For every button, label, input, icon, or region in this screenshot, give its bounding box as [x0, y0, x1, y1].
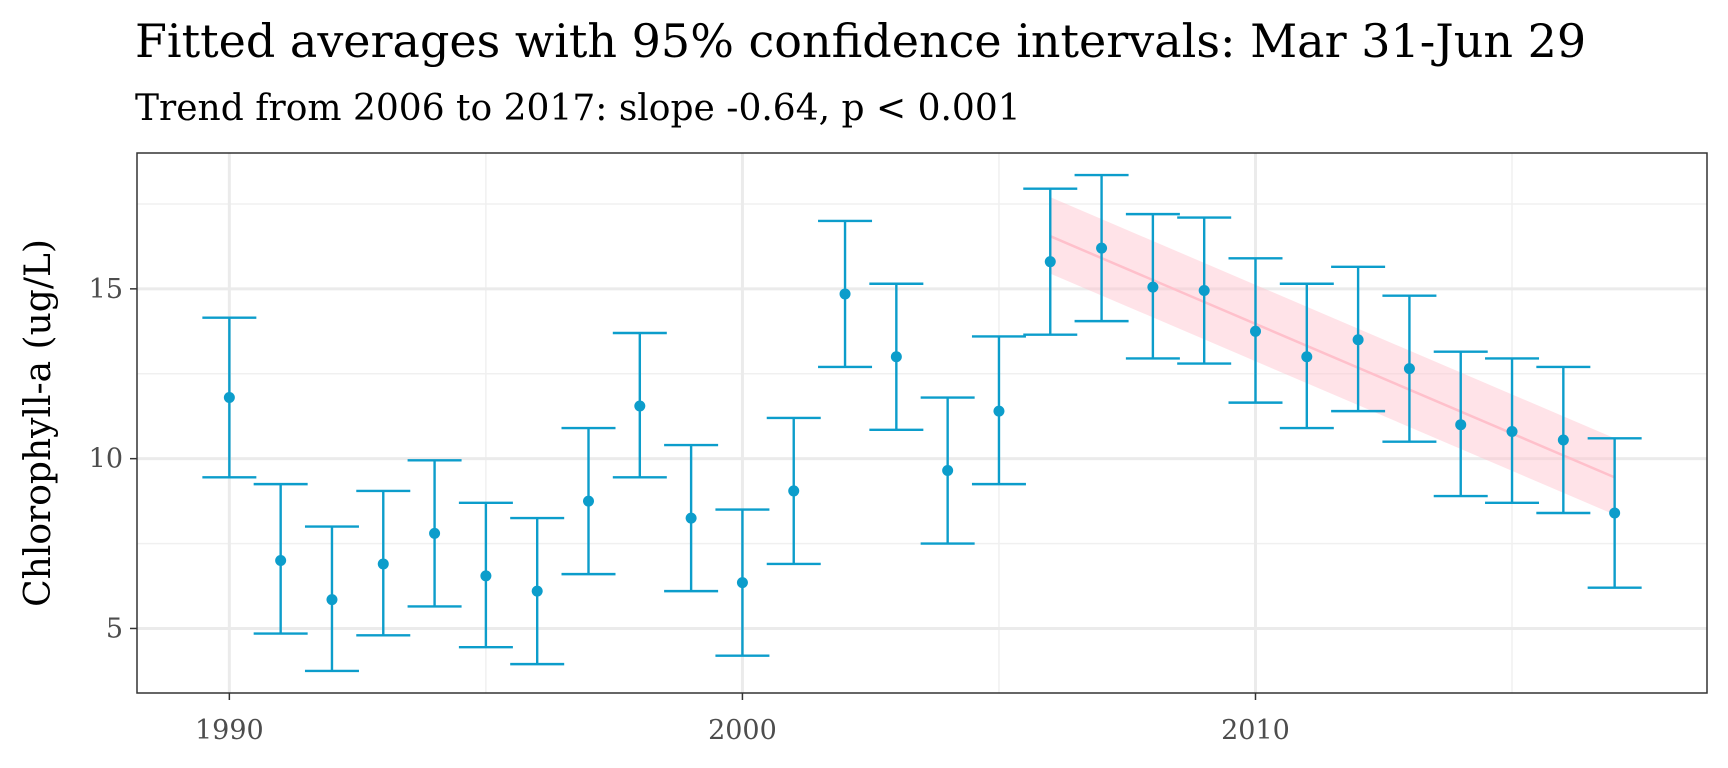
data-point — [326, 594, 338, 606]
data-point — [275, 555, 287, 567]
grid-lines — [137, 153, 1707, 693]
data-point — [1147, 281, 1159, 293]
data-point — [377, 558, 389, 570]
data-point — [1455, 419, 1467, 431]
data-point — [1044, 256, 1056, 268]
data-point — [736, 577, 748, 589]
data-point — [839, 288, 851, 300]
x-axis: 1990 2000 2010 — [195, 693, 1290, 746]
data-point — [583, 495, 595, 507]
y-tick-label: 10 — [89, 444, 123, 475]
plot-background — [137, 153, 1707, 693]
chart-title: Fitted averages with 95% confidence inte… — [135, 14, 1586, 68]
data-point — [480, 570, 492, 582]
x-tick-label: 1990 — [195, 715, 264, 746]
data-point — [634, 400, 646, 412]
data-point — [890, 351, 902, 363]
y-axis-label: Chlorophyll-a (ug/L) — [18, 239, 59, 607]
data-point — [1301, 351, 1313, 363]
data-point — [1198, 285, 1210, 297]
data-point — [788, 485, 800, 497]
data-point — [1352, 334, 1364, 346]
data-point — [942, 465, 954, 477]
data-point — [531, 585, 543, 597]
data-points — [223, 242, 1621, 606]
data-point — [685, 512, 697, 524]
trend-line-group — [1049, 235, 1616, 479]
data-point — [1403, 363, 1415, 375]
plot-border — [136, 152, 1708, 694]
y-tick-label: 5 — [106, 613, 123, 644]
data-point — [1506, 425, 1518, 437]
data-point — [223, 392, 235, 404]
chart-subtitle: Trend from 2006 to 2017: slope -0.64, p … — [135, 88, 1021, 129]
data-point — [993, 405, 1005, 417]
data-point — [1096, 242, 1108, 254]
data-point — [429, 527, 441, 539]
data-point — [1557, 434, 1569, 446]
data-point — [1249, 325, 1261, 337]
data-point — [1609, 507, 1621, 519]
trend-line — [1049, 235, 1616, 479]
y-axis: 5 10 15 — [89, 274, 137, 644]
x-tick-label: 2010 — [1221, 715, 1290, 746]
x-tick-label: 2000 — [708, 715, 777, 746]
y-tick-label: 15 — [89, 274, 123, 305]
